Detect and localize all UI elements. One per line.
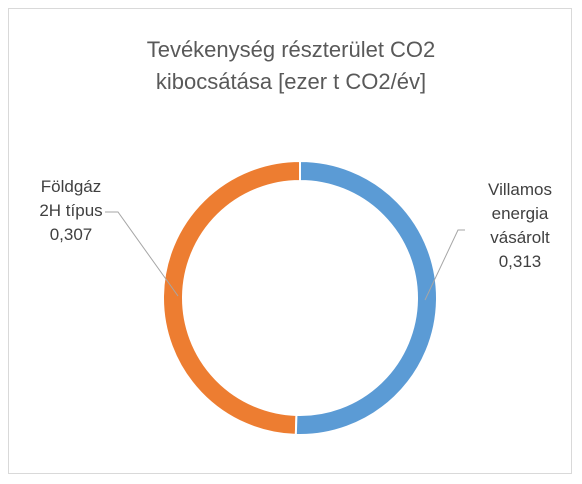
label-value: 0,307 [49, 225, 93, 244]
chart-title: Tevékenység részterület CO2 kibocsátása … [146, 37, 436, 94]
data-label: Villamos energia vásárolt 0,313 [468, 178, 572, 274]
label-value: 0,313 [498, 252, 542, 271]
donut-slice [162, 159, 301, 436]
data-label: Földgáz 2H típus 0,307 [30, 175, 112, 247]
leader-line [105, 211, 179, 297]
chart-frame [8, 8, 572, 474]
label-category: Villamos energia vásárolt [488, 180, 552, 247]
label-category: Földgáz 2H típus [39, 177, 103, 220]
leader-line [424, 229, 465, 301]
donut-slice [294, 159, 438, 436]
